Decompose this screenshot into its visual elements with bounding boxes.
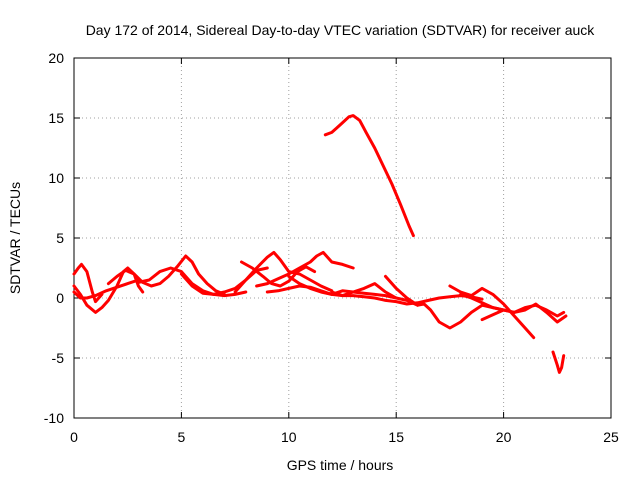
series-line-arc-17 [480,303,566,322]
y-tick-label: 5 [56,230,64,246]
series-line-arc-13 [330,282,420,307]
series-line-arc-4 [106,254,226,296]
series-line-arc-5 [136,266,248,298]
x-tick-label: 25 [603,429,619,445]
series-line-arc-15 [448,284,536,340]
y-tick-label: 15 [48,110,64,126]
series-line-arc-18 [551,350,566,374]
series-line-arc-7 [233,250,334,294]
x-tick-label: 20 [496,429,512,445]
data-series [72,114,568,374]
y-axis-label: SDTVAR / TECUs [7,182,23,294]
y-tick-label: 0 [56,290,64,306]
chart-title: Day 172 of 2014, Sidereal Day-to-day VTE… [86,22,596,38]
y-tick-label: -10 [44,410,64,426]
grid [74,58,611,418]
series-line-arc-9 [255,250,355,288]
y-tick-label: 10 [48,170,64,186]
x-tick-label: 10 [281,429,297,445]
x-axis-label: GPS time / hours [287,457,394,473]
series-line-arc-14 [384,274,506,330]
y-tick-label: -5 [52,350,65,366]
series-line-arc-3 [72,278,140,300]
series-line-arc-12 [323,114,415,238]
x-tick-label: 5 [178,429,186,445]
x-tick-label: 0 [70,429,78,445]
series-line-arc-1 [72,262,104,304]
axis-ticks: 0 5 10 15 20 25 -10 -5 0 5 10 15 20 [44,50,619,445]
x-tick-label: 15 [388,429,404,445]
series-line-arc-11 [287,274,398,300]
series-line-arc-8 [240,260,317,288]
y-tick-label: 20 [48,50,64,66]
